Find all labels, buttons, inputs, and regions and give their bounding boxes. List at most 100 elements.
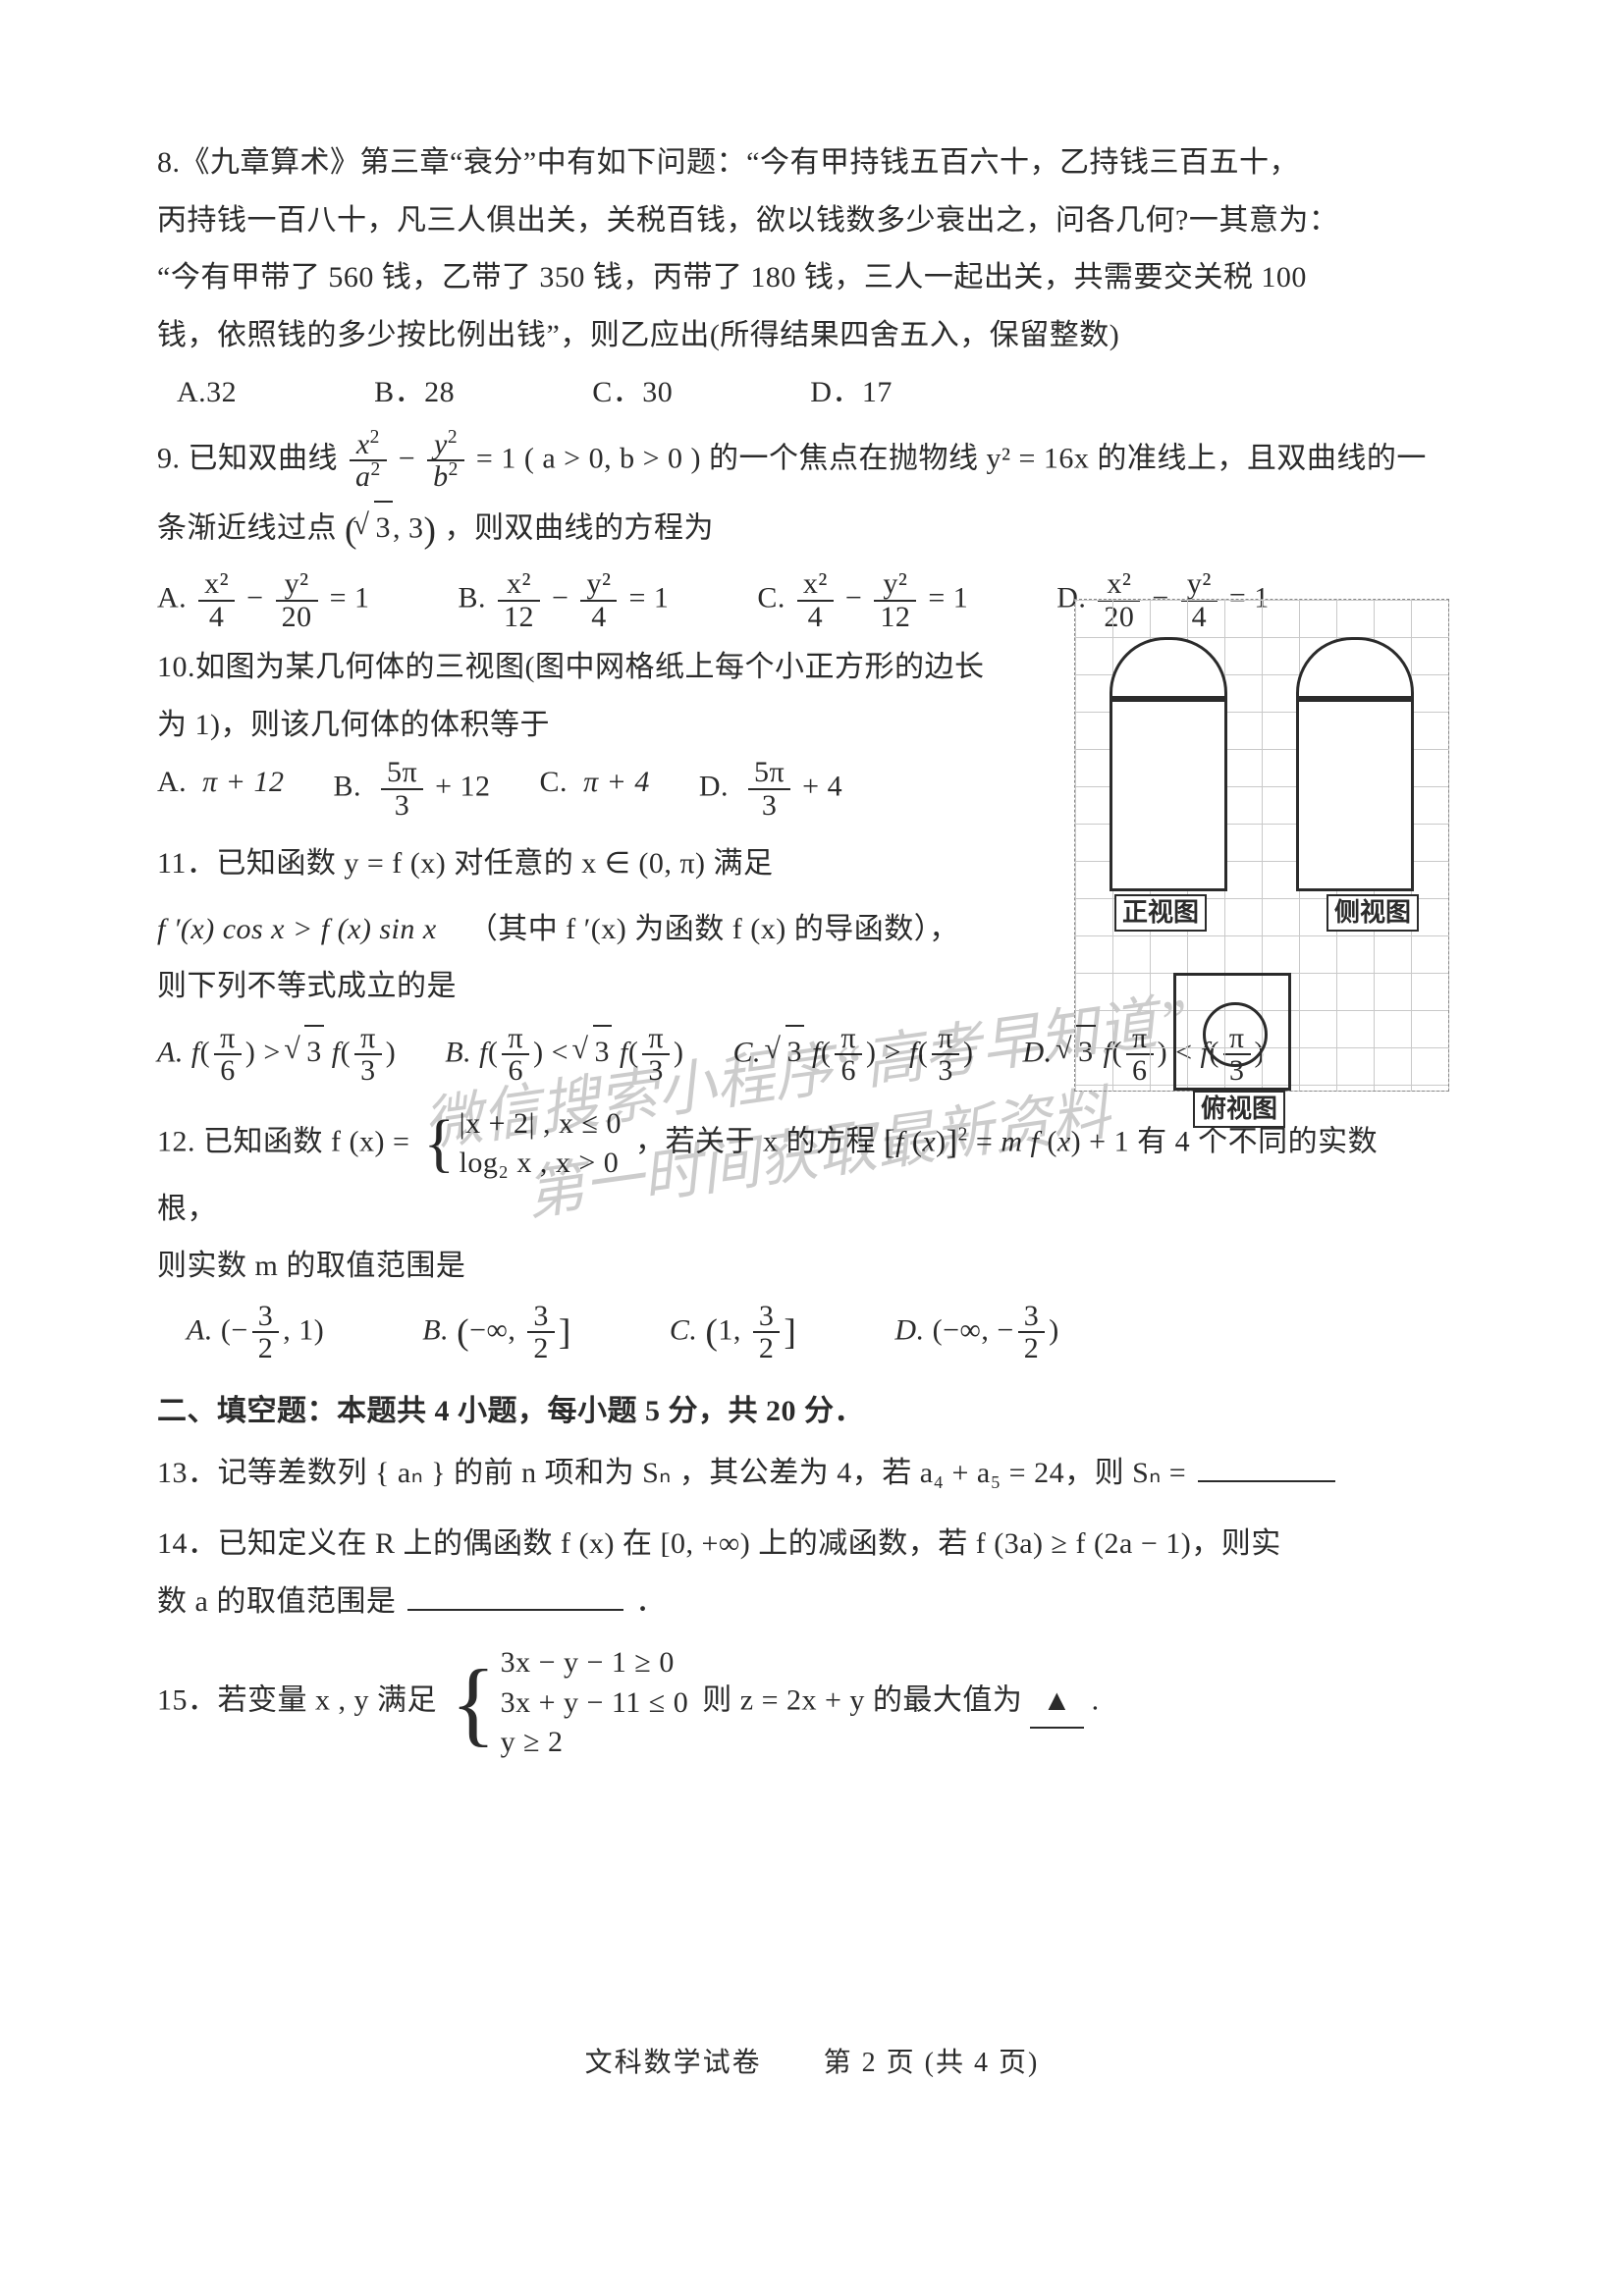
frac-num: x² xyxy=(498,568,540,602)
opt-expr: π + 12 xyxy=(202,766,284,798)
frac-num: y² xyxy=(580,568,617,602)
top-circle xyxy=(1203,1002,1268,1067)
frac-den: 20 xyxy=(276,602,318,633)
q11-line-2: f ′(x) cos x > f (x) sin x （其中 f ′(x) 为函… xyxy=(157,904,1011,956)
frac-den: a xyxy=(355,460,371,493)
q8-line-3: “今有甲带了 560 钱，乙带了 350 钱，丙带了 180 钱，三人一起出关，… xyxy=(157,252,1434,304)
q9-opt-c: C. x²4 − y²12 = 1 xyxy=(757,568,968,632)
q13-blank xyxy=(1198,1451,1335,1482)
q12-case-2: log₂ x , x > 0 xyxy=(460,1144,622,1184)
q8-opt-c: C．30 xyxy=(592,367,673,419)
q11-ineq: f ′(x) cos x > f (x) sin x xyxy=(157,913,437,945)
q12-opt-a: A. (−32, 1) xyxy=(187,1301,324,1365)
q10-opt-b: B. 5π3 + 12 xyxy=(333,757,490,821)
opt-label: B. xyxy=(459,582,487,614)
q9-frac-2: y2 b2 xyxy=(427,429,464,493)
q12-opt-d: D. (−∞, −32) xyxy=(894,1301,1058,1365)
footer-subject: 文科数学试卷 xyxy=(585,2048,762,2078)
q9-line-2: 条渐近线过点 (3, 3) ，则双曲线的方程为 xyxy=(157,499,1434,563)
q15-c3: y ≥ 2 xyxy=(501,1723,689,1763)
footer-page: 第 2 页 (共 4 页) xyxy=(824,2048,1040,2078)
q12-opt-c: C. (1, 32] xyxy=(670,1301,797,1365)
q15-post: . xyxy=(1092,1684,1100,1717)
q15-line: 15．若变量 x , y 满足 { 3x − y − 1 ≥ 0 3x + y … xyxy=(157,1643,1434,1763)
frac-num: y² xyxy=(1181,568,1218,602)
q14-l2a: 数 a 的取值范围是 xyxy=(157,1585,396,1618)
q11-opt-c: C. 3 f(π6) > f(π3) xyxy=(733,1023,974,1087)
q9-frac-1: x2 a2 xyxy=(350,429,387,493)
q11-opt-a: A. f(π6) > 3 f(π3) xyxy=(157,1023,396,1087)
q10-block: 10.如图为某几何体的三视图(图中网格纸上每个小正方形的边长 为 1)，则该几何… xyxy=(157,642,1011,821)
frac-num: y² xyxy=(874,568,916,602)
section-2-heading: 二、填空题：本题共 4 小题，每小题 5 分，共 20 分． xyxy=(157,1386,1434,1438)
q10-choices: A. π + 12 B. 5π3 + 12 C. π + 4 D. 5π3 + … xyxy=(157,757,1011,821)
q10-figure: 正视图 侧视图 俯视图 xyxy=(1074,599,1447,1092)
q9-parabola: y² = 16x xyxy=(986,442,1089,474)
side-view-label: 侧视图 xyxy=(1326,894,1419,932)
q10-opt-d: D. 5π3 + 4 xyxy=(699,757,842,821)
eq-tail: = 1 xyxy=(628,582,669,614)
frac-den: 3 xyxy=(381,790,423,822)
front-view-label: 正视图 xyxy=(1114,894,1207,932)
frac-num: x² xyxy=(1098,568,1140,602)
q8-line-4: 钱，依照钱的多少按比例出钱”，则乙应出(所得结果四舍五入，保留整数) xyxy=(157,310,1434,362)
q9-l2b: ，则双曲线的方程为 xyxy=(445,511,715,544)
triangle-icon: ▲ xyxy=(1042,1684,1071,1717)
frac-den: 3 xyxy=(748,790,790,822)
q8-opt-a: A.32 xyxy=(177,367,237,419)
q10-opt-a: A. π + 12 xyxy=(157,757,284,821)
opt-label: D. xyxy=(699,771,729,803)
q12-choices: A. (−32, 1) B. (−∞, 32] C. (1, 32] D. (−… xyxy=(157,1301,1434,1365)
frac-num: x² xyxy=(198,568,235,602)
q15-mid: 则 z = 2x + y 的最大值为 xyxy=(702,1684,1030,1717)
q9-mid: 的一个焦点在抛物线 xyxy=(709,442,987,474)
q15-c1: 3x − y − 1 ≥ 0 xyxy=(501,1643,689,1683)
dome-shape xyxy=(1110,637,1227,699)
q11-line-3: 则下列不等式成立的是 xyxy=(157,961,1011,1013)
q15-c2: 3x + y − 11 ≤ 0 xyxy=(501,1683,689,1724)
frac-num: y² xyxy=(276,568,318,602)
q12-pre: 12. 已知函数 f (x) = xyxy=(157,1125,417,1157)
q15-system: { 3x − y − 1 ≥ 0 3x + y − 11 ≤ 0 y ≥ 2 xyxy=(451,1643,688,1763)
frac-den: b xyxy=(433,460,449,493)
frac-den: 4 xyxy=(797,602,834,633)
front-view-shape xyxy=(1095,637,1242,891)
q9-cond: ( a > 0, b > 0 ) xyxy=(524,442,701,474)
q10-line-1: 10.如图为某几何体的三视图(图中网格纸上每个小正方形的边长 xyxy=(157,642,1011,694)
q10-opt-c: C. π + 4 xyxy=(540,757,650,821)
frac-den: 12 xyxy=(874,602,916,633)
q11-line-1: 11．已知函数 y = f (x) 对任意的 x ∈ (0, π) 满足 xyxy=(157,838,1011,890)
rect-shape xyxy=(1110,699,1227,891)
frac-num: y xyxy=(434,428,448,460)
opt-label: C. xyxy=(540,766,568,798)
opt-tail: + 4 xyxy=(802,771,842,803)
q14-line-2: 数 a 的取值范围是 ． xyxy=(157,1576,1434,1629)
q13-line: 13．记等差数列 { aₙ } 的前 n 项和为 Sₙ ，其公差为 4，若 a₄… xyxy=(157,1448,1434,1500)
q11-block: 11．已知函数 y = f (x) 对任意的 x ∈ (0, π) 满足 f ′… xyxy=(157,838,1011,1013)
top-view-shape xyxy=(1173,973,1291,1091)
q9-opt-a: A. x²4 − y²20 = 1 xyxy=(157,568,370,632)
opt-label: C. xyxy=(757,582,785,614)
q9-line-1: 9. 已知双曲线 x2 a2 − y2 b2 = 1 ( a > 0, b > … xyxy=(157,429,1434,493)
q11-paren: （其中 f ′(x) 为函数 f (x) 的导函数）， xyxy=(468,913,959,945)
q12-mid: ，若关于 x 的方程 xyxy=(635,1125,884,1157)
opt-tail: + 12 xyxy=(435,771,490,803)
q9-opt-b: B. x²12 − y²4 = 1 xyxy=(459,568,670,632)
opt-expr: π + 4 xyxy=(583,766,650,798)
frac-num: x² xyxy=(797,568,834,602)
frac-den: 4 xyxy=(198,602,235,633)
frac-num: x xyxy=(356,428,370,460)
sqrt-3: 3 xyxy=(357,501,393,555)
q8-line-2: 丙持钱一百八十，凡三人俱出关，关税百钱，欲以钱数多少衰出之，问各几何?一其意为： xyxy=(157,195,1434,247)
q13-text: 13．记等差数列 { aₙ } 的前 n 项和为 Sₙ ，其公差为 4，若 a₄… xyxy=(157,1457,1194,1489)
q12-piecewise: { |x + 2| , x ≤ 0 log₂ x , x > 0 xyxy=(423,1104,622,1184)
q14-blank xyxy=(407,1579,623,1611)
q9-l2a: 条渐近线过点 xyxy=(157,511,337,544)
page-footer: 文科数学试卷 第 2 页 (共 4 页) xyxy=(0,2041,1624,2080)
q15-blank: ▲ xyxy=(1030,1676,1083,1730)
q9-eqone: = 1 xyxy=(476,442,516,474)
opt-label: B. xyxy=(333,771,361,803)
q11-opt-b: B. f(π6) < 3 f(π3) xyxy=(445,1023,683,1087)
q10-line-2: 为 1)，则该几何体的体积等于 xyxy=(157,700,1011,752)
q12-opt-b: B. (−∞, 32] xyxy=(422,1301,571,1365)
